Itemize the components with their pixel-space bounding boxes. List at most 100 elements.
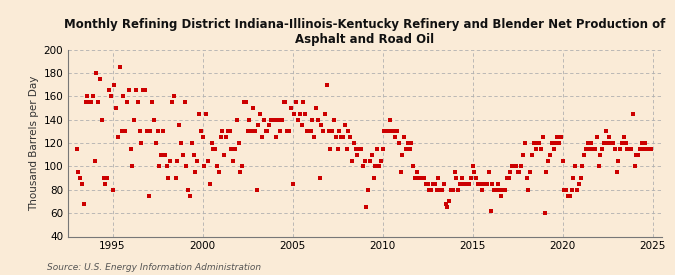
Point bbox=[578, 152, 589, 157]
Point bbox=[415, 176, 426, 180]
Point bbox=[632, 152, 643, 157]
Point bbox=[237, 164, 248, 169]
Point bbox=[448, 188, 458, 192]
Point bbox=[227, 158, 238, 163]
Point bbox=[454, 182, 465, 186]
Point bbox=[478, 182, 489, 186]
Point bbox=[467, 164, 478, 169]
Point bbox=[91, 71, 102, 75]
Point bbox=[280, 100, 291, 104]
Point bbox=[275, 129, 286, 134]
Point bbox=[303, 129, 314, 134]
Point bbox=[281, 129, 292, 134]
Point bbox=[545, 152, 556, 157]
Point bbox=[564, 193, 575, 198]
Point bbox=[402, 141, 413, 145]
Point bbox=[75, 176, 86, 180]
Point bbox=[172, 158, 183, 163]
Point bbox=[319, 112, 330, 116]
Point bbox=[183, 188, 194, 192]
Point bbox=[308, 135, 319, 139]
Point bbox=[165, 158, 176, 163]
Point bbox=[210, 147, 221, 151]
Point bbox=[202, 158, 213, 163]
Point bbox=[192, 158, 202, 163]
Point bbox=[107, 188, 118, 192]
Point bbox=[242, 129, 253, 134]
Point bbox=[151, 141, 161, 145]
Point bbox=[427, 182, 438, 186]
Point bbox=[615, 147, 626, 151]
Point bbox=[408, 164, 418, 169]
Point bbox=[627, 112, 638, 116]
Point bbox=[433, 176, 443, 180]
Point bbox=[429, 182, 440, 186]
Point bbox=[381, 129, 392, 134]
Point bbox=[248, 106, 259, 110]
Point bbox=[134, 129, 145, 134]
Point bbox=[129, 117, 140, 122]
Point bbox=[262, 129, 273, 134]
Point bbox=[539, 211, 550, 215]
Point bbox=[219, 152, 230, 157]
Point bbox=[526, 152, 537, 157]
Point bbox=[127, 164, 138, 169]
Point bbox=[559, 188, 570, 192]
Point bbox=[502, 176, 512, 180]
Point bbox=[318, 129, 329, 134]
Point bbox=[413, 176, 424, 180]
Point bbox=[577, 164, 588, 169]
Point bbox=[608, 141, 618, 145]
Point bbox=[440, 202, 451, 206]
Point bbox=[546, 141, 557, 145]
Point bbox=[176, 141, 186, 145]
Point bbox=[314, 176, 325, 180]
Point bbox=[395, 170, 406, 174]
Point bbox=[76, 182, 87, 186]
Point bbox=[157, 129, 168, 134]
Point bbox=[256, 135, 267, 139]
Point bbox=[451, 176, 462, 180]
Point bbox=[456, 176, 467, 180]
Point bbox=[362, 188, 373, 192]
Point bbox=[534, 141, 545, 145]
Point bbox=[562, 193, 573, 198]
Point bbox=[497, 188, 508, 192]
Point bbox=[97, 117, 107, 122]
Point bbox=[389, 135, 400, 139]
Point bbox=[163, 176, 173, 180]
Point bbox=[130, 88, 141, 93]
Point bbox=[215, 135, 226, 139]
Point bbox=[548, 147, 559, 151]
Point bbox=[310, 106, 321, 110]
Point bbox=[273, 117, 284, 122]
Point bbox=[580, 147, 591, 151]
Point bbox=[491, 188, 502, 192]
Point bbox=[458, 182, 469, 186]
Point bbox=[449, 170, 460, 174]
Point bbox=[593, 164, 604, 169]
Point bbox=[622, 147, 632, 151]
Point bbox=[483, 170, 494, 174]
Point bbox=[377, 147, 388, 151]
Point bbox=[404, 147, 415, 151]
Point bbox=[197, 135, 208, 139]
Point bbox=[507, 164, 518, 169]
Point bbox=[113, 135, 124, 139]
Text: Source: U.S. Energy Information Administration: Source: U.S. Energy Information Administ… bbox=[47, 263, 261, 272]
Point bbox=[386, 129, 397, 134]
Point bbox=[159, 152, 170, 157]
Point bbox=[470, 176, 481, 180]
Point bbox=[464, 182, 475, 186]
Point bbox=[570, 164, 580, 169]
Point bbox=[141, 129, 152, 134]
Point bbox=[154, 164, 165, 169]
Point bbox=[103, 88, 114, 93]
Point bbox=[181, 164, 192, 169]
Point bbox=[109, 82, 119, 87]
Point bbox=[352, 152, 362, 157]
Point bbox=[485, 208, 496, 213]
Point bbox=[307, 117, 318, 122]
Point bbox=[335, 135, 346, 139]
Point bbox=[92, 100, 103, 104]
